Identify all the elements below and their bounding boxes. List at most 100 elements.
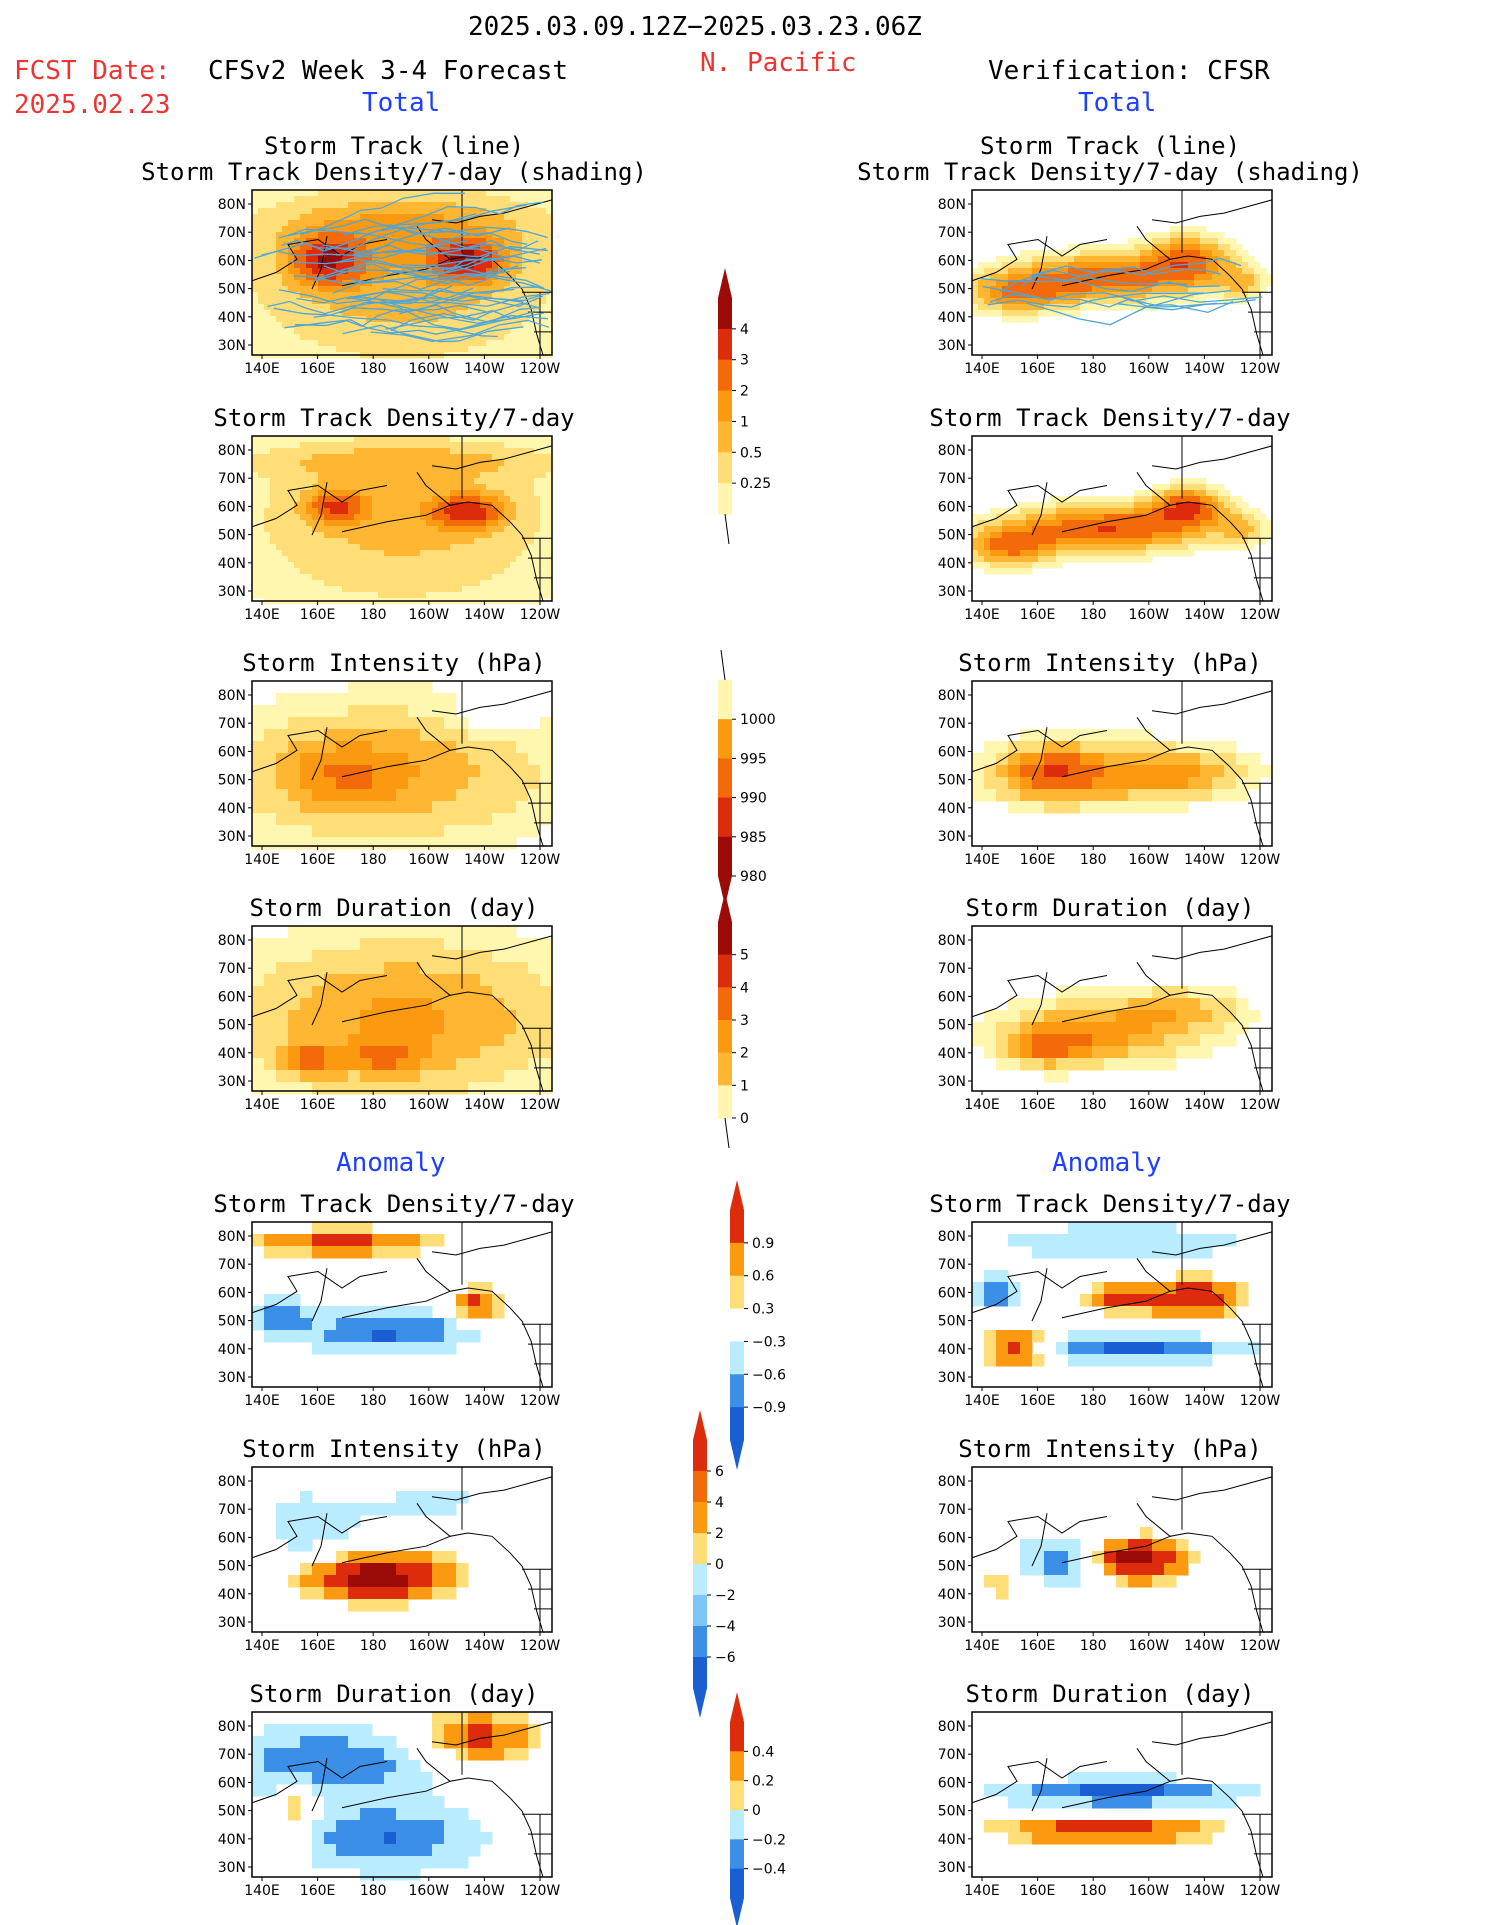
- grid-cell: [1200, 496, 1207, 503]
- grid-cell: [342, 232, 349, 239]
- lon-tick-label: 140E: [964, 852, 1000, 868]
- grid-cell: [324, 753, 337, 766]
- grid-cell: [342, 466, 349, 473]
- grid-cell: [354, 256, 361, 263]
- grid-cell: [516, 262, 523, 269]
- grid-cell: [474, 478, 481, 485]
- grid-cell: [528, 346, 535, 353]
- grid-cell: [300, 208, 307, 215]
- grid-cell: [1140, 544, 1147, 551]
- grid-cell: [372, 268, 379, 275]
- grid-cell: [264, 286, 271, 293]
- grid-cell: [336, 304, 343, 311]
- grid-cell: [504, 250, 511, 257]
- grid-cell: [1266, 532, 1273, 539]
- grid-cell: [1146, 544, 1153, 551]
- grid-cell: [276, 244, 283, 251]
- grid-cell: [264, 532, 271, 539]
- grid-cell: [534, 226, 541, 233]
- grid-cell: [534, 322, 541, 329]
- grid-cell: [474, 496, 481, 503]
- grid-cell: [276, 1082, 289, 1095]
- grid-cell: [294, 460, 301, 467]
- grid-cell: [450, 544, 457, 551]
- grid-cell: [456, 262, 463, 269]
- grid-cell: [342, 334, 349, 341]
- grid-cell: [408, 490, 415, 497]
- grid-cell: [336, 825, 349, 838]
- grid-cell: [450, 208, 457, 215]
- grid-cell: [402, 436, 409, 443]
- grid-cell: [420, 556, 427, 563]
- grid-cell: [996, 268, 1003, 275]
- grid-cell: [354, 322, 361, 329]
- grid-cell: [384, 998, 397, 1011]
- grid-cell: [1032, 538, 1039, 545]
- grid-cell: [252, 508, 259, 515]
- grid-cell: [360, 478, 367, 485]
- grid-cell: [294, 520, 301, 527]
- grid-cell: [1098, 538, 1105, 545]
- grid-cell: [264, 705, 277, 718]
- grid-cell: [468, 208, 475, 215]
- grid-cell: [1020, 1022, 1033, 1035]
- grid-cell: [546, 526, 553, 533]
- grid-cell: [1056, 286, 1063, 293]
- grid-cell: [330, 460, 337, 467]
- grid-cell: [258, 328, 265, 335]
- grid-cell: [462, 442, 469, 449]
- grid-cell: [1038, 526, 1045, 533]
- grid-cell: [372, 986, 385, 999]
- grid-cell: [1194, 502, 1201, 509]
- grid-cell: [264, 1046, 277, 1059]
- grid-cell: [504, 998, 517, 1011]
- grid-cell: [372, 328, 379, 335]
- grid-cell: [1080, 789, 1093, 802]
- grid-cell: [1062, 550, 1069, 557]
- grid-cell: [420, 250, 427, 257]
- grid-cell: [498, 238, 505, 245]
- grid-cell: [426, 250, 433, 257]
- grid-cell: [1074, 532, 1081, 539]
- grid-cell: [540, 436, 547, 443]
- grid-cell: [264, 574, 271, 581]
- grid-cell: [432, 202, 439, 209]
- grid-cell: [474, 520, 481, 527]
- grid-cell: [474, 526, 481, 533]
- grid-cell: [324, 962, 337, 975]
- grid-cell: [528, 550, 535, 557]
- grid-cell: [498, 556, 505, 563]
- grid-cell: [1188, 490, 1195, 497]
- grid-cell: [438, 340, 445, 347]
- grid-cell: [378, 286, 385, 293]
- region-title: N. Pacific: [700, 48, 857, 78]
- grid-cell: [984, 568, 991, 575]
- grid-cell: [366, 214, 373, 221]
- grid-cell: [480, 950, 493, 963]
- grid-cell: [318, 520, 325, 527]
- grid-cell: [384, 214, 391, 221]
- grid-cell: [390, 256, 397, 263]
- grid-cell: [444, 334, 451, 341]
- grid-cell: [504, 544, 511, 551]
- grid-cell: [504, 813, 517, 826]
- grid-cell: [348, 681, 361, 694]
- grid-cell: [468, 825, 481, 838]
- grid-cell: [402, 448, 409, 455]
- grid-cell: [468, 304, 475, 311]
- grid-cell: [1026, 280, 1033, 287]
- grid-cell: [252, 502, 259, 509]
- grid-cell: [1026, 310, 1033, 317]
- grid-cell: [348, 1058, 361, 1071]
- storm-track-line: [390, 201, 544, 228]
- grid-cell: [342, 436, 349, 443]
- grid-cell: [366, 502, 373, 509]
- grid-cell: [300, 574, 307, 581]
- grid-cell: [300, 789, 313, 802]
- grid-cell: [288, 256, 295, 263]
- grid-cell: [456, 244, 463, 251]
- grid-cell: [432, 274, 439, 281]
- grid-cell: [462, 580, 469, 587]
- grid-cell: [384, 490, 391, 497]
- grid-cell: [1206, 496, 1213, 503]
